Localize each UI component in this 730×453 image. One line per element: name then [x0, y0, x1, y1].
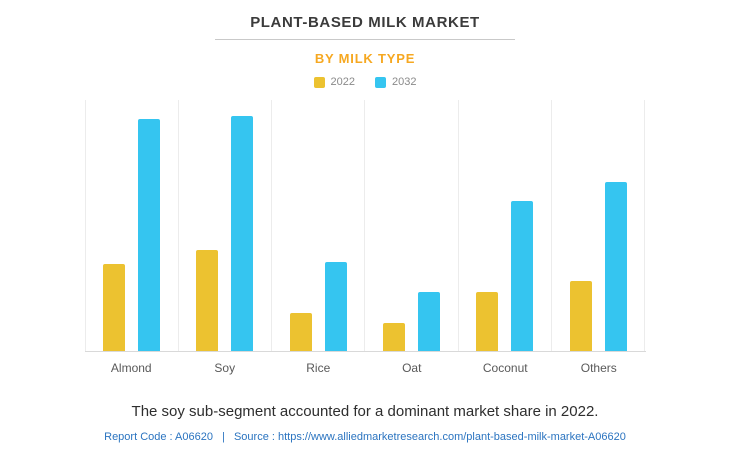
chart-plot: [84, 100, 646, 352]
x-axis-label-almond: Almond: [110, 361, 152, 375]
chart-column-coconut: [457, 100, 551, 351]
bar-2032-oat[interactable]: [418, 292, 441, 351]
report-code: Report Code : A06620: [104, 431, 213, 443]
bar-2032-rice[interactable]: [324, 261, 347, 351]
chart-subtitle: BY MILK TYPE: [314, 51, 416, 66]
chart-column-rice: [271, 100, 364, 351]
x-axis-label-coconut: Coconut: [482, 361, 528, 375]
bar-2032-soy[interactable]: [231, 116, 254, 351]
source-label: Source :: [233, 431, 275, 443]
x-axis-label-oat: Oat: [402, 361, 422, 375]
title-underline: [215, 39, 515, 40]
bar-2022-rice[interactable]: [289, 313, 312, 351]
legend-label-2022: 2022: [330, 76, 355, 88]
bar-2032-others[interactable]: [604, 182, 627, 351]
chart-x-labels: Almond Soy Rice Oat Coconut Others: [85, 352, 646, 375]
legend-swatch-2032: [375, 76, 386, 88]
bar-2032-coconut[interactable]: [511, 200, 534, 351]
chart-column-soy: [177, 100, 271, 351]
bar-2032-almond[interactable]: [138, 118, 161, 351]
legend-item-2032[interactable]: 2032: [375, 76, 416, 88]
chart-legend: 2022 2032: [0, 76, 730, 88]
x-axis-label-others: Others: [580, 361, 617, 375]
bar-2022-almond[interactable]: [103, 264, 126, 351]
legend-swatch-2022: [313, 76, 325, 88]
source-link[interactable]: https://www.alliedmarketresearch.com/pla…: [278, 431, 626, 443]
x-axis-label-rice: Rice: [306, 361, 331, 375]
x-axis-label-soy: Soy: [214, 361, 236, 375]
footer-separator: |: [222, 431, 225, 443]
bar-2022-soy[interactable]: [196, 250, 219, 351]
footer: Report Code : A06620 | Source : https://…: [0, 431, 730, 443]
chart-column-others: [551, 100, 646, 351]
legend-item-2022[interactable]: 2022: [313, 76, 355, 88]
chart-column-oat: [364, 100, 457, 351]
bar-2022-coconut[interactable]: [476, 292, 499, 351]
bar-2022-oat[interactable]: [383, 322, 406, 351]
bar-2022-others[interactable]: [569, 280, 592, 351]
chart-column-almond: [84, 100, 178, 351]
page-title: PLANT-BASED MILK MARKET: [250, 14, 480, 31]
legend-label-2032: 2032: [392, 76, 417, 88]
chart-caption: The soy sub-segment accounted for a domi…: [131, 403, 599, 420]
